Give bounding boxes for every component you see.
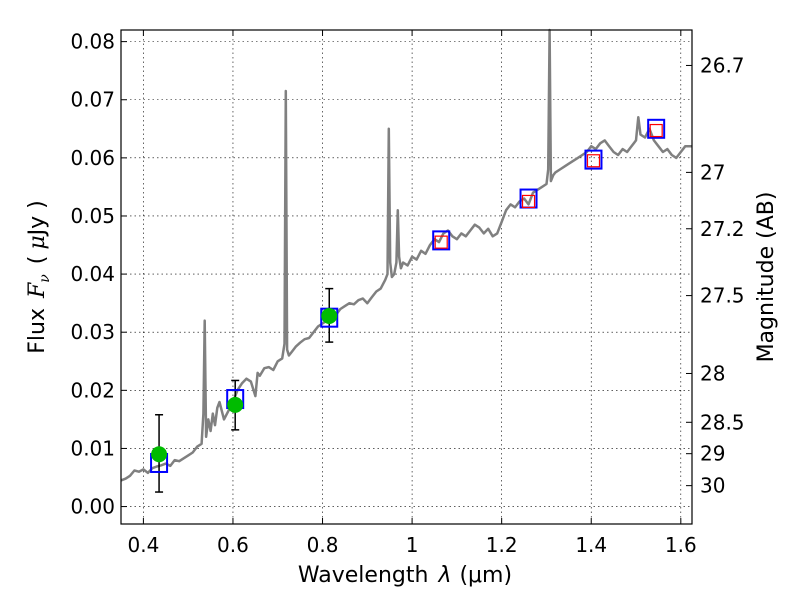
- x-axis-title: Wavelength λ (μm): [298, 563, 512, 588]
- y2-tick-label: 27.5: [700, 284, 745, 308]
- y-tick-label: 0.02: [70, 378, 115, 402]
- red-square-marker: [521, 194, 536, 209]
- plot-frame: [120, 29, 693, 525]
- x-tick-label: 0.4: [127, 533, 159, 557]
- y-tick-label: 0.03: [70, 320, 115, 344]
- x-tick-label: 0.8: [307, 533, 339, 557]
- y-tick-label: 0.07: [70, 88, 115, 112]
- y2-tick-label: 26.7: [700, 53, 745, 77]
- red-square-marker: [649, 123, 663, 138]
- x-tick-label: 1.2: [486, 533, 518, 557]
- green-circle-marker: [321, 307, 338, 324]
- y2-tick-label: 29: [700, 442, 725, 466]
- spectrum-series: [120, 28, 692, 482]
- y2-tick-label: 27: [700, 160, 725, 184]
- y-tick-label: 0.01: [70, 436, 115, 460]
- grid-lines: [121, 30, 692, 524]
- red-square-marker: [586, 154, 601, 168]
- blue-square-marker: [584, 149, 603, 170]
- y-tick-label: 0.00: [70, 495, 115, 519]
- y2-tick-label: 30: [700, 474, 725, 498]
- y2-tick-label: 27.2: [700, 217, 745, 241]
- x-tick-label: 1.6: [665, 533, 697, 557]
- x-tick-label: 1.4: [575, 533, 607, 557]
- y2-axis-title: Magnitude (AB): [754, 192, 779, 363]
- y-tick-label: 0.08: [70, 30, 115, 54]
- green-circle-marker: [227, 396, 244, 413]
- red-square-marker: [434, 235, 448, 249]
- green-circle-marker: [151, 446, 168, 463]
- x-tick-label: 0.6: [217, 533, 249, 557]
- axis-ticks: 0.4 0.6 0.8 1 1.2 1.4 1.6 0.00 0.01 0.02 0.03 0.04 0…: [70, 30, 744, 557]
- y-tick-label: 0.05: [70, 204, 115, 228]
- y2-tick-label: 28.5: [700, 410, 745, 434]
- x-tick-label: 1: [406, 533, 419, 557]
- blue-square-marker: [432, 230, 451, 251]
- y-axis-title: FluxFν(μJy ): [25, 200, 53, 354]
- y2-tick-label: 28: [700, 361, 725, 385]
- spectrum-line: [120, 28, 692, 482]
- y-tick-label: 0.04: [70, 262, 115, 286]
- y-tick-label: 0.06: [70, 146, 115, 170]
- blue-square-marker: [647, 118, 666, 139]
- markers: [150, 118, 666, 473]
